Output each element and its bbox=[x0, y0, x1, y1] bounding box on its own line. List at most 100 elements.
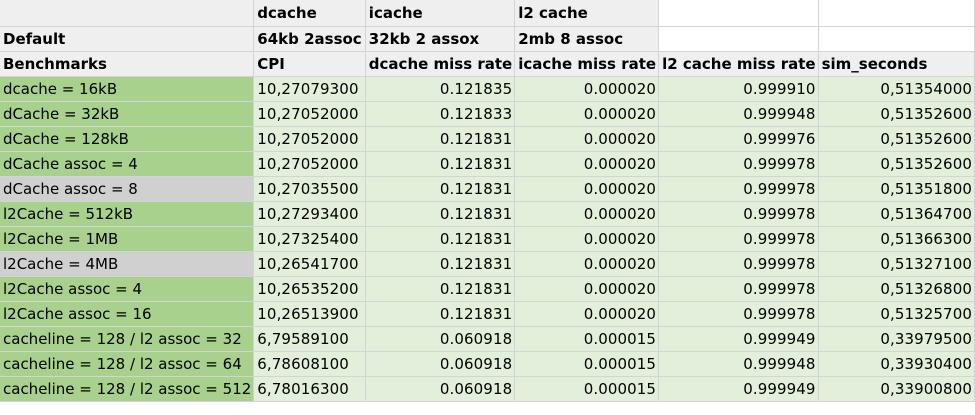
sim-seconds-cell[interactable]: 0,51325700 bbox=[818, 301, 975, 327]
dcache-miss-rate-cell[interactable]: 0.121831 bbox=[365, 276, 516, 302]
cpi-cell[interactable]: 10,26535200 bbox=[253, 276, 366, 302]
icache-miss-rate-cell[interactable]: 0.000020 bbox=[514, 126, 660, 152]
dcache-miss-rate-cell[interactable]: 0.060918 bbox=[365, 326, 516, 352]
cpi-cell[interactable]: 6,78016300 bbox=[253, 376, 366, 402]
header-cell-benchmarks[interactable]: Benchmarks bbox=[0, 51, 255, 77]
row-label-cell[interactable]: cacheline = 128 / l2 assoc = 512 bbox=[0, 376, 255, 402]
icache-miss-rate-cell[interactable]: 0.000020 bbox=[514, 101, 660, 127]
header-cell-l2cache-default[interactable]: 2mb 8 assoc bbox=[514, 26, 660, 52]
icache-miss-rate-cell[interactable]: 0.000020 bbox=[514, 176, 660, 202]
column-header-sim-seconds[interactable]: sim_seconds bbox=[818, 51, 975, 77]
column-header-dcache-miss-rate[interactable]: dcache miss rate bbox=[365, 51, 516, 77]
column-header-cpi[interactable]: CPI bbox=[253, 51, 366, 77]
header-row: dcache icache l2 cache bbox=[0, 0, 975, 27]
table-row: dCache = 128kB 10,27052000 0.121831 0.00002… bbox=[0, 126, 975, 152]
row-label-cell[interactable]: l2Cache = 512kB bbox=[0, 201, 255, 227]
cpi-cell[interactable]: 10,26541700 bbox=[253, 251, 366, 277]
icache-miss-rate-cell[interactable]: 0.000020 bbox=[514, 276, 660, 302]
sim-seconds-cell[interactable]: 0,51352600 bbox=[818, 151, 975, 177]
cpi-cell[interactable]: 10,27052000 bbox=[253, 151, 366, 177]
dcache-miss-rate-cell[interactable]: 0.121831 bbox=[365, 251, 516, 277]
header-cell-blank[interactable] bbox=[658, 0, 819, 27]
cpi-cell[interactable]: 10,27293400 bbox=[253, 201, 366, 227]
l2-miss-rate-cell[interactable]: 0.999978 bbox=[658, 201, 819, 227]
icache-miss-rate-cell[interactable]: 0.000020 bbox=[514, 201, 660, 227]
l2-miss-rate-cell[interactable]: 0.999910 bbox=[658, 76, 819, 102]
row-label-cell[interactable]: dcache = 16kB bbox=[0, 76, 255, 102]
header-cell-blank[interactable] bbox=[658, 26, 819, 52]
dcache-miss-rate-cell[interactable]: 0.121833 bbox=[365, 101, 516, 127]
sim-seconds-cell[interactable]: 0,51366300 bbox=[818, 226, 975, 252]
sim-seconds-cell[interactable]: 0,51352600 bbox=[818, 101, 975, 127]
sim-seconds-cell[interactable]: 0,33930400 bbox=[818, 351, 975, 377]
sim-seconds-cell[interactable]: 0,51351800 bbox=[818, 176, 975, 202]
l2-miss-rate-cell[interactable]: 0.999949 bbox=[658, 326, 819, 352]
cpi-cell[interactable]: 10,27325400 bbox=[253, 226, 366, 252]
row-label-cell[interactable]: cacheline = 128 / l2 assoc = 64 bbox=[0, 351, 255, 377]
l2-miss-rate-cell[interactable]: 0.999978 bbox=[658, 301, 819, 327]
dcache-miss-rate-cell[interactable]: 0.121831 bbox=[365, 126, 516, 152]
l2-miss-rate-cell[interactable]: 0.999978 bbox=[658, 276, 819, 302]
sim-seconds-cell[interactable]: 0,51364700 bbox=[818, 201, 975, 227]
icache-miss-rate-cell[interactable]: 0.000015 bbox=[514, 351, 660, 377]
row-label-cell[interactable]: cacheline = 128 / l2 assoc = 32 bbox=[0, 326, 255, 352]
header-cell-blank[interactable] bbox=[818, 26, 975, 52]
dcache-miss-rate-cell[interactable]: 0.121831 bbox=[365, 151, 516, 177]
row-label-cell[interactable]: l2Cache assoc = 4 bbox=[0, 276, 255, 302]
cpi-cell[interactable]: 10,27052000 bbox=[253, 126, 366, 152]
cpi-cell[interactable]: 6,78608100 bbox=[253, 351, 366, 377]
row-label-cell[interactable]: dCache = 128kB bbox=[0, 126, 255, 152]
sim-seconds-cell[interactable]: 0,51326800 bbox=[818, 276, 975, 302]
dcache-miss-rate-cell[interactable]: 0.121835 bbox=[365, 76, 516, 102]
row-label-cell[interactable]: dCache assoc = 8 bbox=[0, 176, 255, 202]
l2-miss-rate-cell[interactable]: 0.999978 bbox=[658, 226, 819, 252]
cpi-cell[interactable]: 10,27052000 bbox=[253, 101, 366, 127]
sim-seconds-cell[interactable]: 0,51327100 bbox=[818, 251, 975, 277]
header-cell-l2cache[interactable]: l2 cache bbox=[514, 0, 660, 27]
icache-miss-rate-cell[interactable]: 0.000015 bbox=[514, 376, 660, 402]
icache-miss-rate-cell[interactable]: 0.000020 bbox=[514, 226, 660, 252]
icache-miss-rate-cell[interactable]: 0.000020 bbox=[514, 251, 660, 277]
l2-miss-rate-cell[interactable]: 0.999978 bbox=[658, 176, 819, 202]
icache-miss-rate-cell[interactable]: 0.000020 bbox=[514, 151, 660, 177]
table-row: l2Cache = 1MB 10,27325400 0.121831 0.000020… bbox=[0, 226, 975, 252]
l2-miss-rate-cell[interactable]: 0.999976 bbox=[658, 126, 819, 152]
column-header-l2-miss-rate[interactable]: l2 cache miss rate bbox=[658, 51, 819, 77]
l2-miss-rate-cell[interactable]: 0.999949 bbox=[658, 376, 819, 402]
l2-miss-rate-cell[interactable]: 0.999978 bbox=[658, 151, 819, 177]
cpi-cell[interactable]: 6,79589100 bbox=[253, 326, 366, 352]
sim-seconds-cell[interactable]: 0,51354000 bbox=[818, 76, 975, 102]
header-cell-default[interactable]: Default bbox=[0, 26, 255, 52]
cpi-cell[interactable]: 10,26513900 bbox=[253, 301, 366, 327]
l2-miss-rate-cell[interactable]: 0.999948 bbox=[658, 351, 819, 377]
column-header-icache-miss-rate[interactable]: icache miss rate bbox=[514, 51, 660, 77]
row-label-cell[interactable]: l2Cache assoc = 16 bbox=[0, 301, 255, 327]
header-cell-dcache-default[interactable]: 64kb 2assoc bbox=[253, 26, 366, 52]
icache-miss-rate-cell[interactable]: 0.000020 bbox=[514, 76, 660, 102]
l2-miss-rate-cell[interactable]: 0.999978 bbox=[658, 251, 819, 277]
sim-seconds-cell[interactable]: 0,33979500 bbox=[818, 326, 975, 352]
row-label-cell[interactable]: dCache = 32kB bbox=[0, 101, 255, 127]
header-cell-dcache[interactable]: dcache bbox=[253, 0, 366, 27]
cpi-cell[interactable]: 10,27035500 bbox=[253, 176, 366, 202]
sim-seconds-cell[interactable]: 0,51352600 bbox=[818, 126, 975, 152]
header-cell-blank[interactable] bbox=[0, 0, 255, 27]
dcache-miss-rate-cell[interactable]: 0.121831 bbox=[365, 176, 516, 202]
dcache-miss-rate-cell[interactable]: 0.060918 bbox=[365, 351, 516, 377]
header-cell-blank[interactable] bbox=[818, 0, 975, 27]
cpi-cell[interactable]: 10,27079300 bbox=[253, 76, 366, 102]
dcache-miss-rate-cell[interactable]: 0.060918 bbox=[365, 376, 516, 402]
dcache-miss-rate-cell[interactable]: 0.121831 bbox=[365, 226, 516, 252]
dcache-miss-rate-cell[interactable]: 0.121831 bbox=[365, 201, 516, 227]
sim-seconds-cell[interactable]: 0,33900800 bbox=[818, 376, 975, 402]
spreadsheet-body: dcache icache l2 cache Default 64kb 2assoc 32… bbox=[0, 0, 975, 402]
row-label-cell[interactable]: l2Cache = 1MB bbox=[0, 226, 255, 252]
header-cell-icache-default[interactable]: 32kb 2 assox bbox=[365, 26, 516, 52]
dcache-miss-rate-cell[interactable]: 0.121831 bbox=[365, 301, 516, 327]
header-cell-icache[interactable]: icache bbox=[365, 0, 516, 27]
icache-miss-rate-cell[interactable]: 0.000015 bbox=[514, 326, 660, 352]
row-label-cell[interactable]: l2Cache = 4MB bbox=[0, 251, 255, 277]
l2-miss-rate-cell[interactable]: 0.999948 bbox=[658, 101, 819, 127]
row-label-cell[interactable]: dCache assoc = 4 bbox=[0, 151, 255, 177]
icache-miss-rate-cell[interactable]: 0.000020 bbox=[514, 301, 660, 327]
